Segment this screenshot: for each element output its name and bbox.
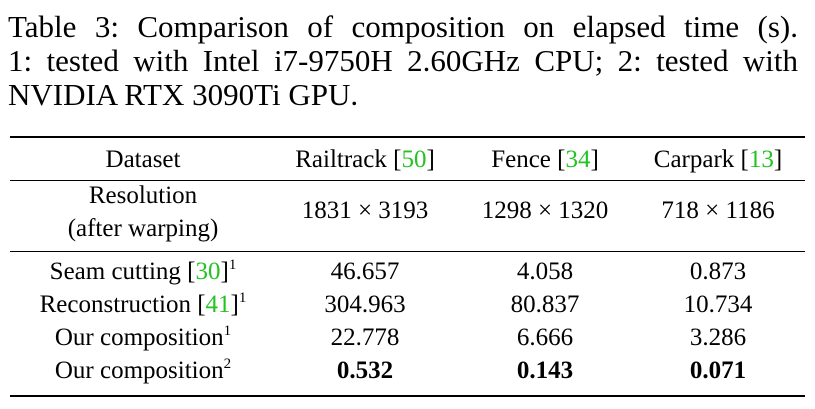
cell: 22.778 bbox=[255, 323, 475, 353]
label-text: Carpark [ bbox=[653, 146, 749, 173]
cell: 0.143 bbox=[435, 356, 655, 386]
row-label: Our composition1 bbox=[33, 323, 253, 353]
cell: 3.286 bbox=[608, 323, 815, 353]
header-cell: Railtrack [50] bbox=[255, 145, 475, 175]
row-label: Seam cutting [30]1 bbox=[33, 257, 253, 287]
cell: 0.071 bbox=[608, 356, 815, 386]
label-text: ] bbox=[426, 146, 435, 173]
value: 0.143 bbox=[516, 357, 574, 384]
cell: 6.666 bbox=[435, 323, 655, 353]
label-text: ] bbox=[230, 291, 239, 318]
caption-line: NVIDIA RTX 3090Ti GPU. bbox=[8, 77, 359, 112]
value: 22.778 bbox=[330, 324, 400, 351]
cell: 0.532 bbox=[255, 356, 475, 386]
rule bbox=[10, 251, 805, 252]
header-cell: Dataset bbox=[33, 145, 253, 175]
value: 80.837 bbox=[510, 291, 580, 318]
value: 4.058 bbox=[516, 258, 574, 285]
value: 0.532 bbox=[336, 357, 394, 384]
value: 6.666 bbox=[516, 324, 574, 351]
label-text: Our composition bbox=[54, 357, 224, 384]
label-text: Seam cutting [ bbox=[49, 258, 196, 285]
header-cell: Carpark [13] bbox=[608, 145, 815, 175]
citation: 41 bbox=[205, 291, 231, 318]
label-text: Fence [ bbox=[491, 146, 566, 173]
value: 1298 × 1320 bbox=[481, 197, 609, 224]
label-line: (after warping) bbox=[67, 215, 219, 242]
value: 0.873 bbox=[689, 258, 747, 285]
value: 0.071 bbox=[689, 357, 747, 384]
caption-line: 1: tested with Intel i7-9750H 2.60GHz CP… bbox=[8, 43, 798, 78]
value: 718 × 1186 bbox=[661, 197, 775, 224]
superscript: 2 bbox=[223, 356, 232, 372]
citation: 30 bbox=[195, 258, 221, 285]
label-text: ] bbox=[590, 146, 599, 173]
superscript: 1 bbox=[228, 257, 237, 273]
value: 46.657 bbox=[330, 258, 400, 285]
value: 3.286 bbox=[689, 324, 747, 351]
label-text: Railtrack [ bbox=[295, 146, 402, 173]
value: 1831 × 3193 bbox=[301, 197, 429, 224]
cell: 1298 × 1320 bbox=[435, 196, 655, 226]
row-label: Our composition2 bbox=[33, 356, 253, 386]
cell: 304.963 bbox=[255, 290, 475, 320]
citation: 50 bbox=[401, 146, 427, 173]
cell: 4.058 bbox=[435, 257, 655, 287]
label-text: ] bbox=[220, 258, 229, 285]
citation: 34 bbox=[565, 146, 591, 173]
label-text: ] bbox=[773, 146, 783, 173]
superscript: 1 bbox=[223, 323, 232, 339]
citation: 13 bbox=[748, 146, 774, 173]
cell: 10.734 bbox=[608, 290, 815, 320]
cell: 46.657 bbox=[255, 257, 475, 287]
superscript: 1 bbox=[238, 290, 247, 306]
rule bbox=[10, 180, 805, 181]
label-text: Our composition bbox=[54, 324, 224, 351]
row-label: Resolution (after warping) bbox=[33, 179, 253, 245]
label-text: Reconstruction [ bbox=[39, 291, 206, 318]
row-label: Reconstruction [41]1 bbox=[33, 290, 253, 320]
cell: 80.837 bbox=[435, 290, 655, 320]
rule bbox=[10, 136, 805, 138]
label-line: Resolution bbox=[88, 182, 198, 209]
caption-line: Table 3: Comparison of composition on el… bbox=[8, 9, 798, 44]
rule bbox=[10, 395, 805, 397]
cell: 1831 × 3193 bbox=[255, 196, 475, 226]
value: 10.734 bbox=[683, 291, 753, 318]
value: 304.963 bbox=[324, 291, 406, 318]
label-text: Dataset bbox=[105, 146, 181, 173]
cell: 718 × 1186 bbox=[608, 196, 815, 226]
header-cell: Fence [34] bbox=[435, 145, 655, 175]
cell: 0.873 bbox=[608, 257, 815, 287]
